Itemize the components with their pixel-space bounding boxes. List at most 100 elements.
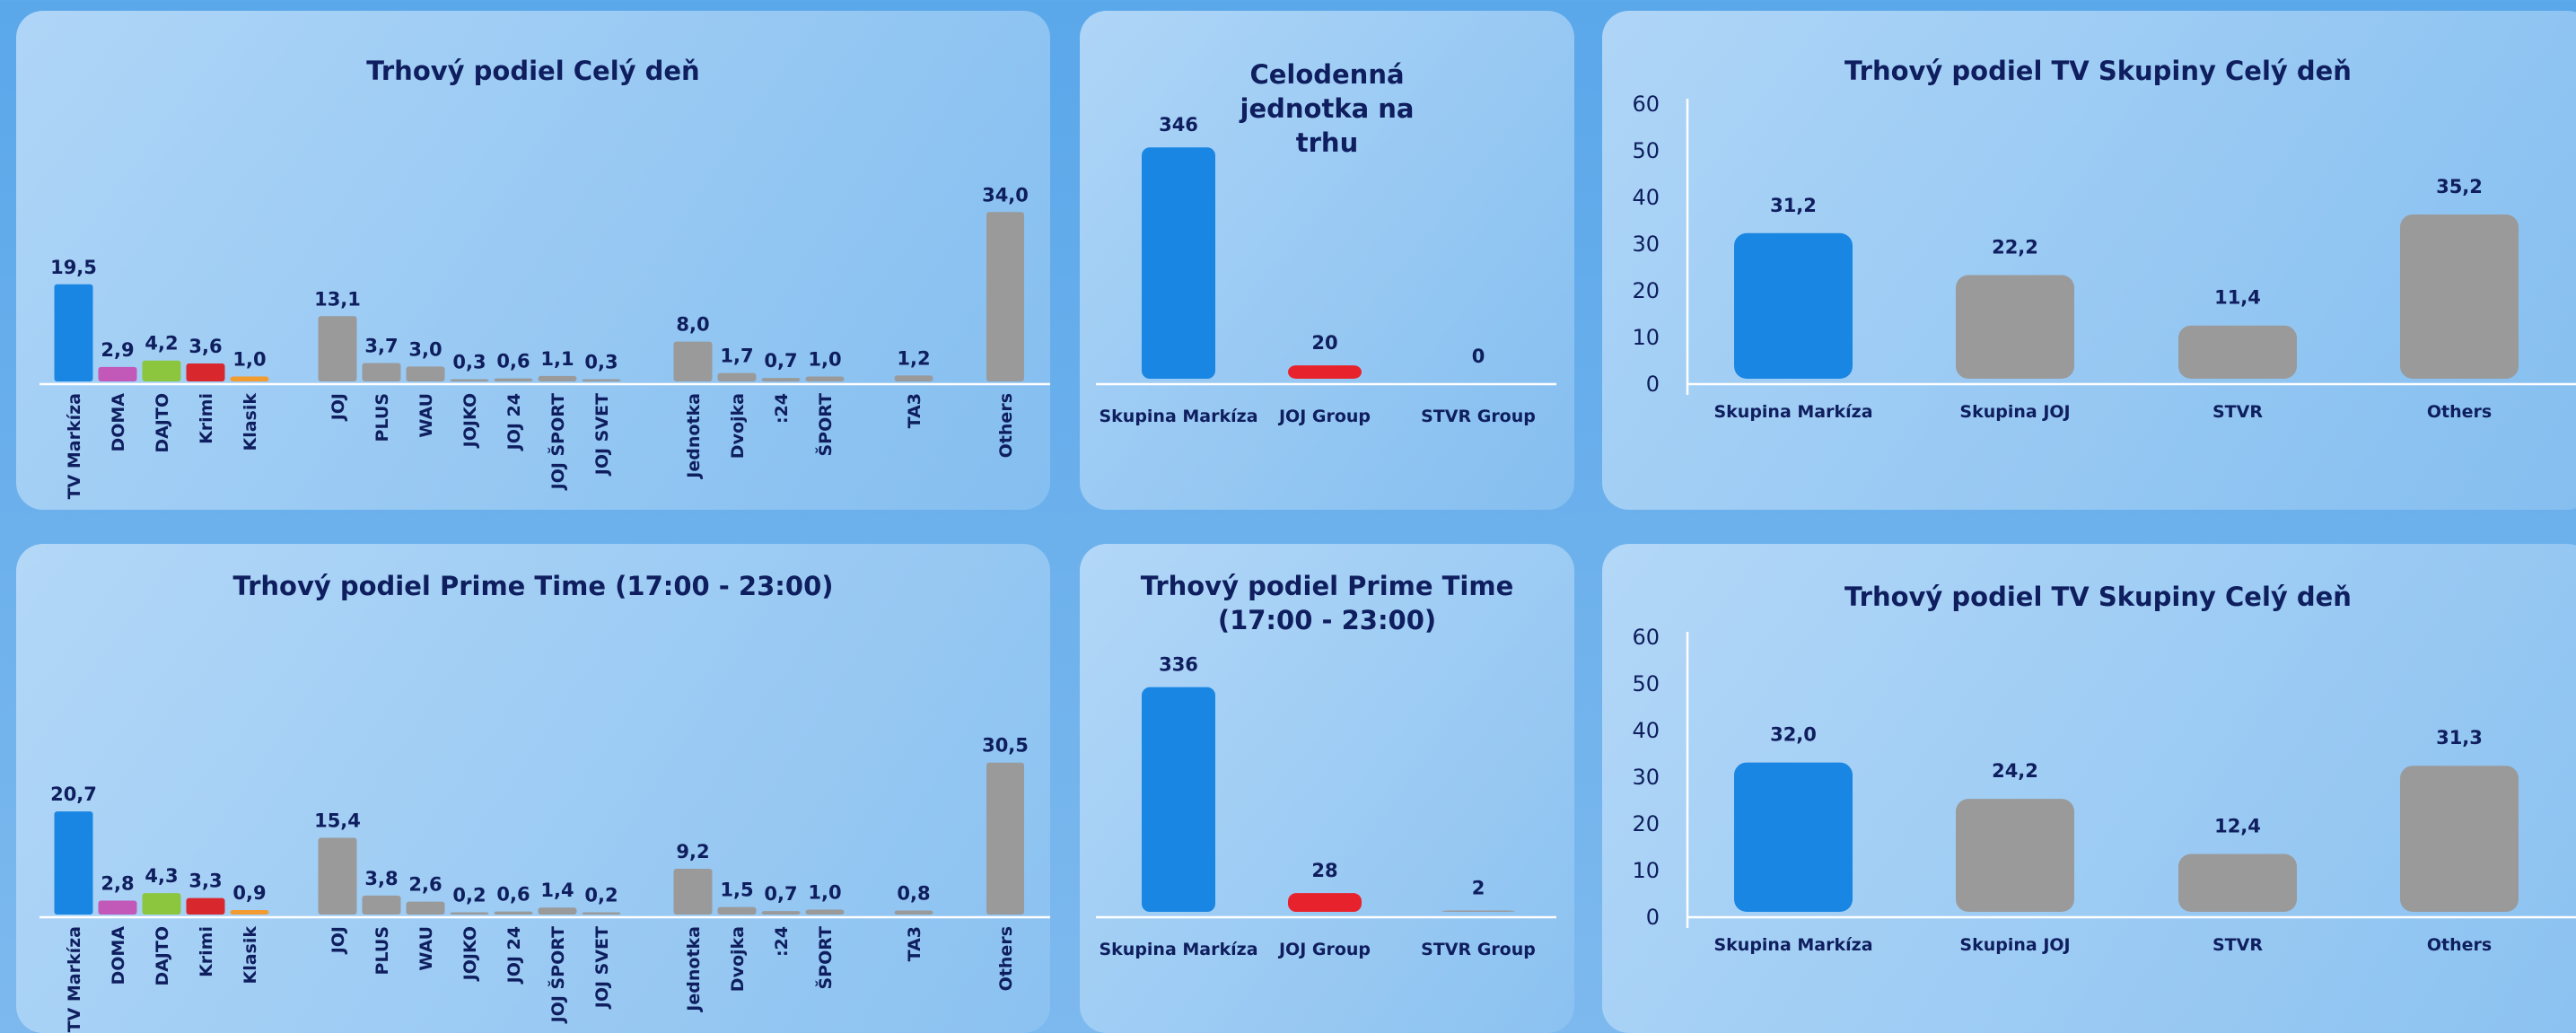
value-label: 3,8 (364, 868, 398, 889)
y-tick-label: 0 (1646, 372, 1660, 397)
y-tick-label: 50 (1632, 671, 1660, 696)
category-label: PLUS (372, 926, 392, 975)
bar-PLUS (362, 363, 401, 381)
value-label: 3,0 (408, 338, 442, 360)
category-label: TV Markíza (65, 393, 84, 499)
bar-DAJTO (142, 360, 181, 381)
bar-Others (2400, 766, 2519, 912)
category-label: :24 (772, 926, 792, 957)
value-label: 0,6 (496, 351, 530, 372)
chart-panel-group-share-prime-time: Trhový podiel TV Skupiny Celý deň 0 10 20 3… (1602, 544, 2576, 1033)
category-label: Others (996, 926, 1016, 991)
category-label: JOJ SVET (592, 926, 612, 1010)
category-label: TV Markíza (65, 926, 84, 1032)
bar-Krimi (186, 897, 225, 915)
bar-Skupina Markíza (1142, 687, 1215, 912)
category-label: ŠPORT (814, 393, 836, 457)
chart-title: Trhový podiel Prime Time (17:00 - 23:00) (1140, 571, 1514, 635)
value-label: 2,8 (101, 872, 134, 894)
bar-Dvojka (717, 372, 757, 381)
category-label: Krimi (197, 393, 216, 444)
value-label: 13,1 (314, 288, 361, 310)
category-label: Dvojka (728, 393, 748, 459)
value-label: 0,3 (452, 352, 486, 373)
value-label: 346 (1159, 114, 1198, 136)
y-tick-label: 0 (1646, 905, 1660, 930)
value-label: 31,3 (2436, 727, 2483, 748)
bar-Dvojka (717, 906, 757, 915)
category-label: PLUS (372, 393, 392, 442)
value-label: 0,3 (584, 352, 618, 373)
category-label: JOJ (329, 926, 348, 955)
bar-TV Markíza (54, 284, 93, 381)
bar-Jednotka (673, 341, 713, 381)
category-label: Dvojka (728, 926, 748, 992)
value-label: 22,2 (1992, 237, 2038, 258)
bar-STVR (2178, 854, 2297, 912)
value-label: 0,8 (897, 883, 930, 905)
bar-Klasik (230, 376, 269, 381)
bar-ŠPORT (805, 909, 845, 915)
y-tick-label: 10 (1632, 325, 1660, 350)
category-label: WAU (416, 393, 436, 438)
value-label: 1,0 (808, 348, 841, 370)
category-label: JOJ SVET (592, 393, 612, 477)
category-label: STVR (2212, 935, 2263, 955)
y-tick-label: 30 (1632, 765, 1660, 790)
value-label: 12,4 (2214, 816, 2261, 837)
category-label: Skupina Markíza (1713, 402, 1872, 422)
value-label: 0,7 (764, 350, 797, 372)
value-label: 4,3 (145, 865, 178, 887)
value-label: 2 (1472, 878, 1485, 899)
category-label: Klasik (241, 393, 260, 451)
bar-JOJKO (450, 912, 489, 915)
category-label: JOJ Group (1277, 940, 1371, 959)
value-label: 32,0 (1770, 724, 1817, 746)
bar-JOJ SVET (582, 912, 621, 915)
chart-title: Trhový podiel Celý deň (366, 56, 700, 86)
category-label: JOJ ŠPORT (547, 393, 568, 491)
category-label: DAJTO (153, 393, 172, 453)
category-label: Others (996, 393, 1016, 458)
category-label: Skupina Markíza (1713, 935, 1872, 955)
bar-JOJ Group (1288, 365, 1362, 379)
value-label: 1,2 (897, 347, 930, 369)
value-label: 1,0 (232, 348, 266, 370)
category-label: DAJTO (153, 926, 172, 986)
category-label: Skupina JOJ (1959, 935, 2070, 955)
bar-Others (986, 762, 1024, 915)
value-label: 0,2 (584, 885, 618, 906)
category-label: Jednotka (684, 393, 704, 480)
bar-Others (986, 212, 1024, 381)
bar-:24 (761, 911, 801, 915)
value-label: 31,2 (1770, 195, 1817, 216)
bar-DOMA (98, 366, 137, 381)
category-label: Jednotka (684, 926, 704, 1013)
bar-DAJTO (142, 893, 181, 915)
value-label: 1,7 (720, 346, 753, 367)
bar-JOJ 24 (494, 378, 533, 381)
value-label: 4,2 (145, 333, 178, 355)
bar-Jednotka (673, 868, 713, 915)
category-label: Krimi (197, 926, 216, 977)
value-label: 30,5 (982, 735, 1029, 757)
bar-Skupina Markíza (1734, 762, 1853, 912)
value-label: 15,4 (314, 810, 361, 832)
bar-Others (2400, 214, 2519, 379)
category-label: Skupina Markíza (1099, 407, 1257, 426)
chart-panel-group-share-all-day: Trhový podiel TV Skupiny Celý deň 0 10 20 3… (1602, 11, 2576, 510)
chart-prime-time-units: 336 Skupina Markíza 28 JOJ Group 2 STVR Group (1096, 654, 1556, 959)
category-label: Klasik (241, 926, 260, 985)
bar-TA3 (894, 375, 933, 381)
value-label: 0,6 (496, 884, 530, 906)
value-label: 20 (1311, 332, 1337, 354)
category-label: ŠPORT (814, 926, 836, 990)
value-label: 24,2 (1992, 760, 2038, 782)
chart-all-day-units: 346 Skupina Markíza 20 JOJ Group 0 STVR Group (1096, 114, 1556, 426)
value-label: 3,6 (188, 336, 222, 357)
y-tick-label: 20 (1632, 278, 1660, 303)
value-label: 35,2 (2436, 176, 2483, 197)
bar-JOJ (318, 837, 357, 915)
value-label: 1,5 (720, 880, 753, 901)
bar-:24 (761, 378, 801, 381)
